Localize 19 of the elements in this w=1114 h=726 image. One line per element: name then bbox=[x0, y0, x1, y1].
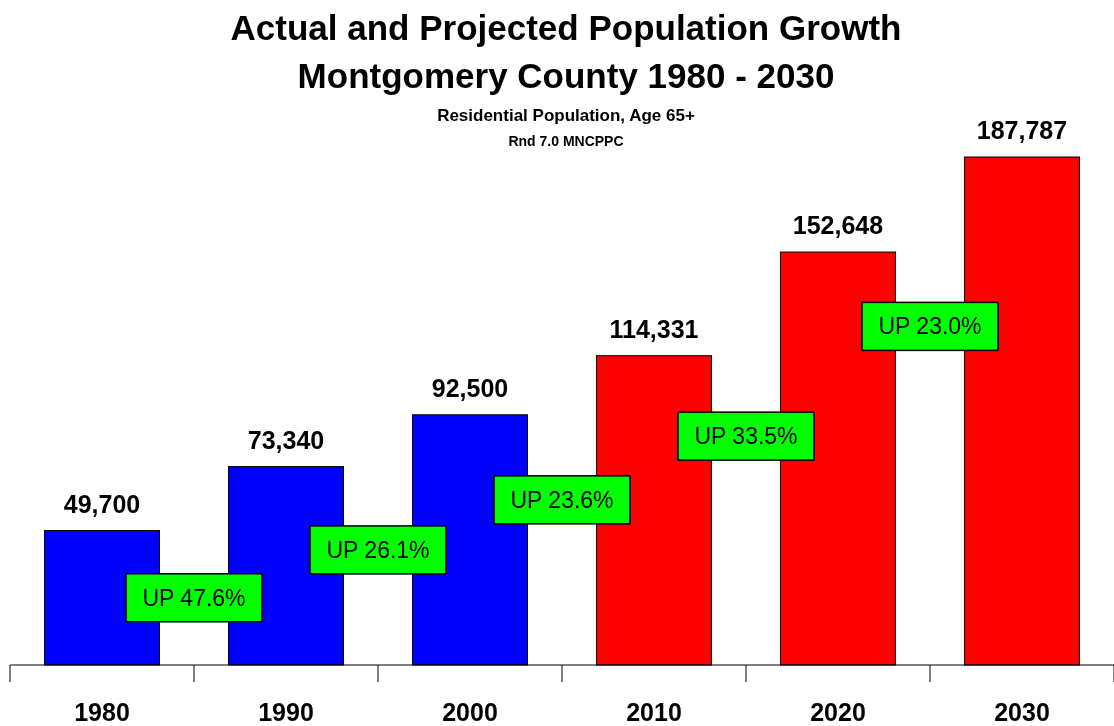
data-label: 49,700 bbox=[63, 489, 141, 518]
chart-subtitle: Residential Population, Age 65+ Rnd 7.0 MNCPPC bbox=[437, 106, 695, 149]
annotation: UP 23.6% bbox=[510, 486, 614, 513]
chart-title: Actual and Projected Population Growth Montgomery County 1980 - 2030 bbox=[230, 8, 902, 95]
x-tick-label: 1980 bbox=[74, 698, 130, 726]
annotation: UP 33.5% bbox=[694, 423, 798, 450]
data-label: 152,648 bbox=[792, 211, 884, 240]
x-tick-label: 2020 bbox=[810, 698, 866, 726]
x-tick-label: 2030 bbox=[994, 698, 1050, 726]
x-tick-label: 1990 bbox=[258, 698, 314, 726]
x-tick-label: 2000 bbox=[442, 698, 498, 726]
data-label: 114,331 bbox=[609, 314, 699, 343]
annotation: UP 47.6% bbox=[142, 584, 246, 611]
data-label: 92,500 bbox=[431, 373, 509, 402]
data-label: 187,787 bbox=[976, 116, 1068, 144]
data-label: 73,340 bbox=[247, 425, 325, 454]
x-tick-label: 2010 bbox=[626, 698, 682, 726]
annotation: UP 23.0% bbox=[878, 313, 982, 340]
annotation: UP 26.1% bbox=[326, 536, 430, 563]
